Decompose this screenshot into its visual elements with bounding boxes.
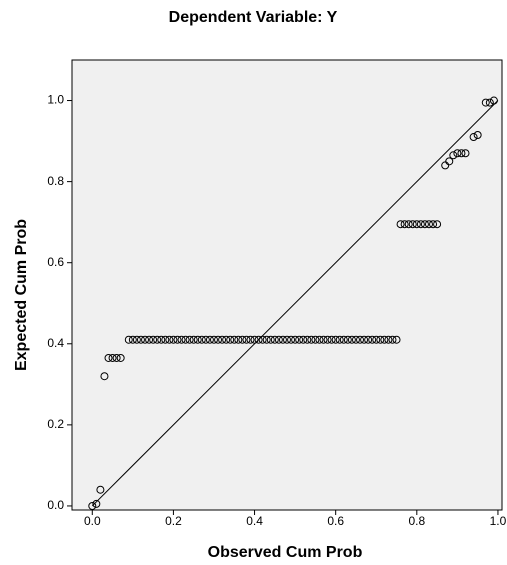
y-tick-label: 1.0 [47, 93, 64, 107]
x-tick-label: 0.8 [408, 514, 425, 528]
chart-title: Dependent Variable: Y [169, 9, 338, 26]
plot-area [72, 60, 502, 510]
y-tick-label: 0.4 [47, 336, 64, 350]
y-tick-label: 0.6 [47, 255, 64, 269]
y-axis-label: Expected Cum Prob [13, 219, 30, 371]
x-tick-label: 0.4 [246, 514, 263, 528]
x-tick-label: 0.0 [84, 514, 101, 528]
chart: Dependent Variable: Y Observed Cum Prob … [0, 0, 507, 565]
x-tick-label: 0.2 [165, 514, 182, 528]
x-tick-label: 0.6 [327, 514, 344, 528]
x-axis-label: Observed Cum Prob [208, 544, 363, 561]
y-tick-label: 0.2 [47, 417, 64, 431]
x-tick-label: 1.0 [490, 514, 507, 528]
y-tick-label: 0.8 [47, 174, 64, 188]
y-tick-label: 0.0 [47, 498, 64, 512]
